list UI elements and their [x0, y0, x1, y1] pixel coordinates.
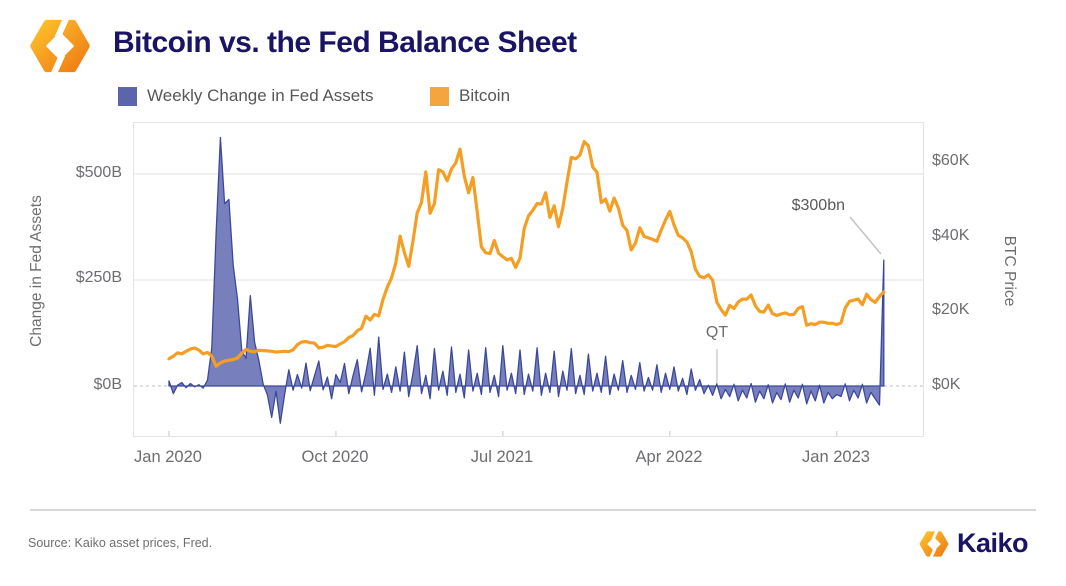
annotation-qt: QT: [705, 324, 729, 341]
footer-kaiko-logo-icon: [918, 529, 950, 559]
chart-plot-area: [133, 122, 924, 437]
x-tick-jan-2023: Jan 2023: [802, 448, 870, 466]
legend-swatch-fed-assets: [118, 86, 137, 106]
y-tick-right-60k: $60K: [932, 152, 970, 169]
source-text: Source: Kaiko asset prices, Fred.: [28, 536, 213, 550]
legend-label-fed-assets: Weekly Change in Fed Assets: [147, 86, 374, 105]
footer-divider: [30, 509, 1036, 511]
y-tick-right-40k: $40K: [932, 227, 970, 244]
footer-brand-name: Kaiko: [957, 528, 1029, 558]
x-tick-apr-2022: Apr 2022: [635, 448, 703, 466]
x-tick-jul-2021: Jul 2021: [470, 448, 534, 466]
annotation-300bn: $300bn: [791, 197, 845, 214]
y-tick-left-500b: $500B: [75, 164, 122, 181]
y-tick-right-20k: $20K: [932, 301, 970, 318]
x-tick-jan-2020: Jan 2020: [134, 448, 202, 466]
chart-title: Bitcoin vs. the Fed Balance Sheet: [113, 26, 577, 59]
y-tick-left-250b: $250B: [75, 269, 122, 286]
legend-label-bitcoin: Bitcoin: [459, 86, 511, 105]
footer-brand: Kaiko: [918, 528, 1029, 559]
chart-canvas: [134, 136, 923, 436]
y-tick-left-0b: $0B: [93, 376, 122, 393]
legend-item-fed-assets: Weekly Change in Fed Assets: [118, 86, 373, 106]
kaiko-logo-icon: [26, 15, 94, 77]
x-tick-oct-2020: Oct 2020: [301, 448, 369, 466]
legend-item-bitcoin: Bitcoin: [430, 86, 510, 106]
legend-swatch-bitcoin: [430, 86, 449, 106]
y-tick-right-0k: $0K: [932, 376, 961, 393]
y-axis-right-title: BTC Price: [1001, 235, 1018, 307]
